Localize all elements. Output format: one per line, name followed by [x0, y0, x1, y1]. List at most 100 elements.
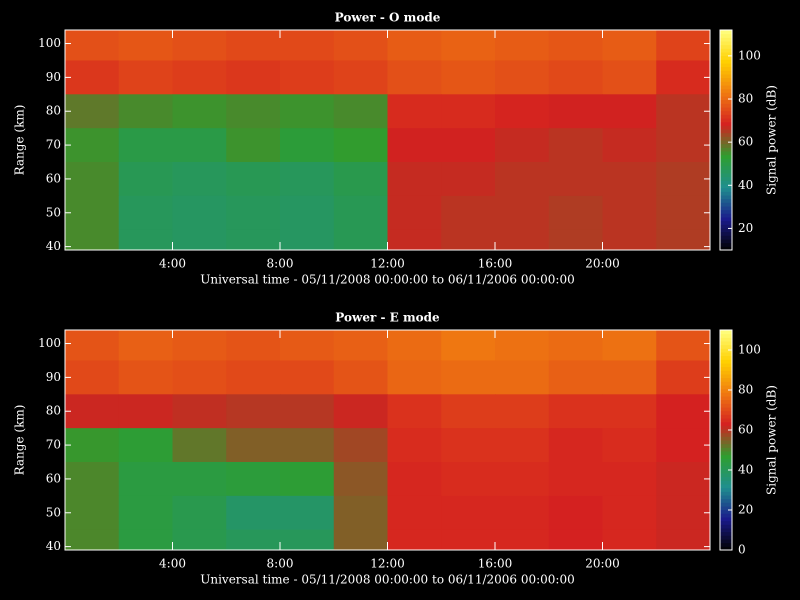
colorbar-segment	[720, 154, 732, 159]
heat-cell	[656, 60, 710, 95]
colorbar-segment	[720, 140, 732, 145]
colorbar-segment	[720, 484, 732, 489]
y-tick-label: 100	[38, 336, 61, 350]
heatmap-cells	[65, 330, 710, 550]
heat-cell	[118, 195, 173, 231]
colorbar-segment	[720, 454, 732, 459]
panel: 40 50 60 70 80 90 100 4:00 8:00 12:00 16:00 20:00 Po…	[13, 311, 779, 587]
heat-cell	[441, 229, 496, 250]
heat-cell	[226, 428, 281, 463]
heat-cell	[387, 495, 442, 531]
colorbar-segment	[720, 381, 732, 386]
colorbar-segment	[720, 33, 732, 38]
colorbar-segment	[720, 443, 732, 448]
colorbar-segment	[720, 520, 732, 525]
colorbar-segment	[720, 224, 732, 229]
colorbar-segment	[720, 184, 732, 189]
colorbar-frame	[719, 29, 733, 251]
colorbar-segment	[720, 74, 732, 79]
heat-cell	[602, 360, 657, 395]
colorbar-segment	[720, 388, 732, 393]
colorbar-segment	[720, 235, 732, 240]
heat-cell	[333, 330, 388, 361]
heat-cell	[387, 94, 442, 129]
x-tick-label: 4:00	[159, 257, 186, 271]
heat-cell	[226, 529, 281, 550]
x-tick-label: 20:00	[585, 257, 620, 271]
colorbar-segment	[720, 81, 732, 86]
heat-cell	[226, 495, 281, 531]
colorbar-segment	[720, 480, 732, 485]
colorbar-segment	[720, 498, 732, 503]
heat-cell	[118, 128, 173, 163]
heat-cell	[495, 360, 550, 395]
heat-cell	[172, 60, 227, 95]
colorbar-segment	[720, 129, 732, 134]
y-tick-label: 50	[46, 205, 61, 219]
heat-cell	[441, 162, 496, 197]
heat-cell	[226, 360, 281, 395]
x-tick-label: 8:00	[267, 557, 294, 571]
colorbar-tick-label: 80	[738, 383, 753, 397]
x-axis-label: Universal time - 05/11/2008 00:00:00 to …	[200, 273, 575, 287]
colorbar-segment	[720, 517, 732, 522]
heat-cell	[602, 30, 657, 61]
heat-cell	[548, 128, 603, 163]
heat-cell	[602, 195, 657, 231]
colorbar-segment	[720, 239, 732, 244]
heat-cell	[65, 529, 120, 550]
colorbar-segment	[720, 506, 732, 511]
heat-cell	[172, 495, 227, 531]
colorbar-segment	[720, 202, 732, 207]
heat-cell	[172, 128, 227, 163]
heat-cell	[333, 229, 388, 250]
heat-cell	[441, 94, 496, 129]
colorbar-segment	[720, 348, 732, 353]
colorbar-segment	[720, 458, 732, 463]
heat-cell	[387, 30, 442, 61]
colorbar-segment	[720, 359, 732, 364]
heat-cell	[280, 128, 335, 163]
colorbar-segment	[720, 451, 732, 456]
heat-cell	[172, 360, 227, 395]
heat-cell	[65, 229, 120, 250]
colorbar-segment	[720, 176, 732, 181]
heat-cell	[333, 128, 388, 163]
colorbar-segment	[720, 403, 732, 408]
colorbar-segment	[720, 542, 732, 547]
heat-cell	[172, 394, 227, 429]
heat-cell	[548, 330, 603, 361]
heat-cell	[280, 394, 335, 429]
colorbar-segment	[720, 539, 732, 544]
colorbar-tick-label: 100	[738, 48, 761, 62]
y-tick-label: 70	[46, 438, 61, 452]
heat-cell	[602, 394, 657, 429]
chart-title: Power - E mode	[335, 311, 440, 325]
heat-cell	[441, 529, 496, 550]
heat-cell	[387, 60, 442, 95]
colorbar-segment	[720, 392, 732, 397]
heat-cell	[441, 428, 496, 463]
colorbar-segment	[720, 231, 732, 236]
x-tick-label: 20:00	[585, 557, 620, 571]
colorbar-segment	[720, 48, 732, 53]
y-tick-label: 80	[46, 404, 61, 418]
heat-cell	[548, 428, 603, 463]
heat-cell	[280, 462, 335, 497]
colorbar-tick-label: 0	[738, 543, 746, 557]
colorbar-segment	[720, 425, 732, 430]
heat-cell	[441, 495, 496, 531]
colorbar-segment	[720, 110, 732, 115]
colorbar-segment	[720, 96, 732, 101]
heat-cell	[656, 495, 710, 531]
colorbar-segment	[720, 165, 732, 170]
heat-cell	[65, 428, 120, 463]
colorbar-segment	[720, 107, 732, 112]
heat-cell	[387, 360, 442, 395]
heat-cell	[333, 195, 388, 231]
heat-cell	[118, 162, 173, 197]
colorbar-segment	[720, 363, 732, 368]
heat-cell	[333, 462, 388, 497]
colorbar-segment	[720, 535, 732, 540]
heat-cell	[548, 195, 603, 231]
